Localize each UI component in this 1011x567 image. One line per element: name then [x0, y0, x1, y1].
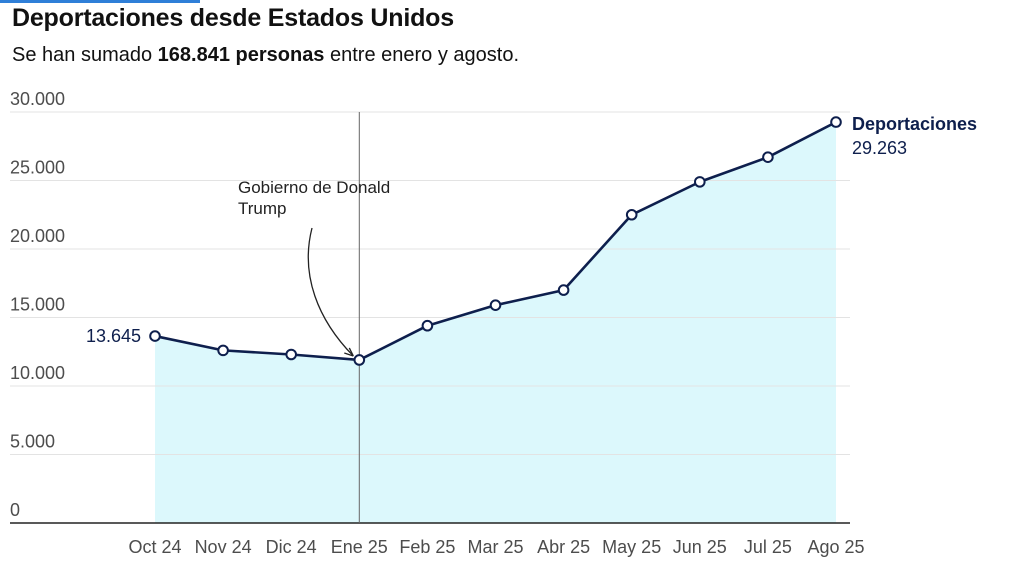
arrow-head — [344, 347, 354, 357]
x-tick-label: Dic 24 — [266, 537, 317, 557]
y-tick-label: 10.000 — [10, 363, 65, 383]
data-point — [625, 208, 638, 221]
data-point — [217, 344, 229, 357]
subtitle-pre: Se han sumado — [12, 44, 158, 66]
data-point — [557, 284, 570, 296]
subtitle-post: entre enero y agosto. — [324, 44, 520, 66]
accent-bar — [0, 0, 200, 3]
y-tick-label: 15.000 — [10, 295, 65, 315]
y-tick-label: 30.000 — [10, 89, 65, 109]
x-tick-label: Nov 24 — [195, 537, 252, 557]
data-point — [285, 348, 298, 361]
data-point — [694, 176, 706, 188]
data-point — [762, 151, 774, 164]
x-tick-label: May 25 — [602, 537, 661, 557]
series-name-label: Deportaciones — [852, 114, 977, 134]
annotation-arrow — [307, 227, 354, 357]
chart-title: Deportaciones desde Estados Unidos — [12, 4, 454, 32]
data-point — [489, 299, 502, 311]
annotation-text: Trump — [238, 199, 287, 218]
x-tick-label: Feb 25 — [399, 537, 455, 557]
x-tick-label: Mar 25 — [467, 537, 523, 557]
start-value-label: 13.645 — [86, 326, 141, 346]
y-tick-label: 5.000 — [10, 432, 55, 452]
end-value-label: 29.263 — [852, 138, 907, 158]
y-tick-label: 25.000 — [10, 158, 65, 178]
x-tick-label: Jun 25 — [673, 537, 727, 557]
x-tick-label: Oct 24 — [128, 537, 181, 557]
data-point — [830, 116, 842, 128]
x-tick-label: Jul 25 — [744, 537, 792, 557]
data-point — [149, 330, 161, 342]
x-tick-label: Ago 25 — [807, 537, 864, 557]
chart-subtitle: Se han sumado 168.841 personas entre ene… — [12, 44, 519, 67]
y-tick-label: 20.000 — [10, 226, 65, 246]
y-tick-label: 0 — [10, 500, 20, 520]
x-tick-label: Abr 25 — [537, 537, 590, 557]
area-fill — [155, 122, 836, 524]
annotation-text: Gobierno de Donald — [238, 178, 390, 197]
data-point — [353, 354, 366, 366]
subtitle-bold: 168.841 personas — [157, 44, 325, 66]
data-point — [421, 319, 434, 332]
x-tick-label: Ene 25 — [331, 537, 388, 557]
